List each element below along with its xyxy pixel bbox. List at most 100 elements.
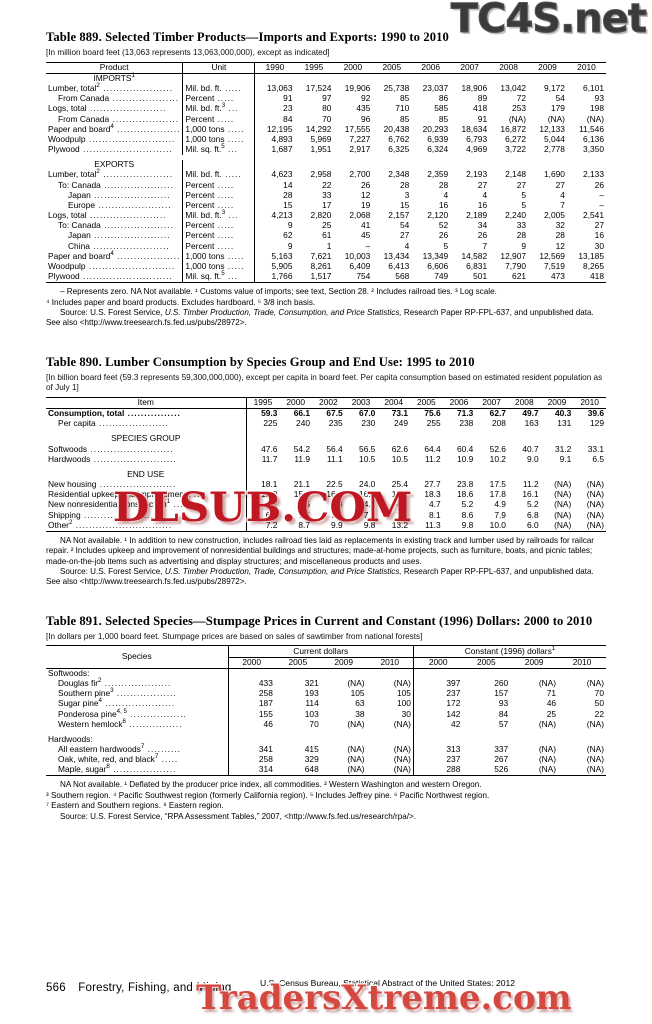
cell-value: 7.2 bbox=[245, 520, 280, 531]
cell-value: 46 bbox=[227, 719, 275, 730]
table-891-title: Table 891. Selected Species—Stumpage Pri… bbox=[46, 613, 593, 628]
cell-value: 9.9 bbox=[331, 519, 343, 530]
cell-value: 10.2 bbox=[489, 453, 506, 464]
table-row: Oak, white, red, and black7 ..... 258 329(… bbox=[58, 753, 604, 766]
table-row: Paper and board4 ................... 1,00… bbox=[48, 122, 604, 135]
group-header-current-dollars: Current dollars bbox=[227, 646, 414, 658]
cell-value: 621 bbox=[512, 271, 527, 282]
cell-value: 103 bbox=[304, 708, 319, 719]
cell-unit: Percent ..... bbox=[182, 93, 255, 105]
cell-unit: Percent ..... bbox=[182, 241, 255, 252]
cell-value: 131 bbox=[557, 418, 572, 429]
cell-value: (NA) bbox=[554, 499, 572, 510]
cell-value: 14 bbox=[254, 180, 295, 191]
cell-value: 25 bbox=[546, 708, 557, 719]
cell-value: 17.6 bbox=[391, 489, 408, 500]
cell-value: 5,969 bbox=[310, 133, 332, 144]
cell-value: 4 bbox=[443, 189, 449, 200]
table-row: Shipping .......................... 6.9 7.… bbox=[48, 509, 604, 521]
cell-value: 18.1 bbox=[245, 479, 280, 491]
cell-value: 7 bbox=[482, 240, 488, 251]
cell-value: 49.7 bbox=[522, 408, 539, 419]
cell-value: 6,939 bbox=[427, 133, 449, 144]
cell-value: 501 bbox=[473, 271, 488, 282]
cell-value: 4.9 bbox=[494, 499, 506, 510]
cell-value: 93 bbox=[594, 93, 604, 104]
cell-value: 4,623 bbox=[254, 169, 295, 181]
cell-value: 12,195 bbox=[254, 124, 295, 135]
table-row: From Canada .................... Percent … bbox=[58, 113, 604, 125]
col-header-1995: 1995 bbox=[245, 397, 280, 409]
col-header-unit: Unit bbox=[182, 62, 255, 74]
cell-value: 62 bbox=[254, 230, 295, 242]
cell-value: 9,172 bbox=[543, 83, 565, 94]
cell-value: 2,240 bbox=[505, 210, 527, 221]
cell-value: 4,213 bbox=[254, 210, 295, 222]
cell-value: 11.1 bbox=[327, 453, 343, 464]
cell-value: (NA) bbox=[586, 764, 604, 775]
page-footer: 566 Forestry, Fishing, and Mining bbox=[46, 978, 606, 996]
cell-value: (NA) bbox=[554, 489, 572, 500]
cell-value: 52 bbox=[438, 220, 449, 231]
cell-value: 2,157 bbox=[388, 210, 410, 221]
spacer-row bbox=[46, 729, 606, 735]
cell-value: 288 bbox=[412, 764, 463, 776]
cell-value: (NA) bbox=[586, 744, 604, 755]
cell-value: 2,359 bbox=[427, 169, 449, 180]
cell-value: 7.6 bbox=[298, 509, 311, 520]
cell-value: 2,068 bbox=[349, 210, 371, 221]
cell-value: 46 bbox=[546, 698, 557, 709]
cell-value: 418 bbox=[473, 103, 488, 114]
cell-value: 25.4 bbox=[391, 479, 408, 490]
cell-value: 6,409 bbox=[349, 260, 371, 271]
cell-value: 258 bbox=[227, 688, 275, 700]
cell-value: 86 bbox=[438, 93, 449, 104]
cell-value: 75.6 bbox=[424, 408, 441, 419]
col-header-con-2010: 2010 bbox=[572, 656, 592, 667]
cell-value: (NA) bbox=[586, 113, 604, 124]
cell-unit: Percent ..... bbox=[182, 220, 255, 232]
cell-value: 16,872 bbox=[500, 123, 527, 134]
cell-value: 6,762 bbox=[388, 133, 410, 144]
cell-value: 193 bbox=[304, 688, 319, 699]
col-header-2004: 2004 bbox=[384, 396, 403, 407]
cell-value: 6,606 bbox=[427, 260, 449, 271]
table-row: Woodpulp .......................... 1,000… bbox=[48, 133, 604, 145]
cell-value: 249 bbox=[394, 418, 408, 429]
section-label: EXPORTS bbox=[94, 159, 135, 170]
cell-value: 92 bbox=[361, 93, 371, 104]
cell-value: (NA) bbox=[393, 678, 411, 689]
cell-value: 5.2 bbox=[461, 499, 474, 510]
cell-value: 14,582 bbox=[461, 250, 488, 261]
cell-value: 33 bbox=[322, 189, 332, 200]
cell-value: (NA) bbox=[508, 113, 527, 124]
cell-value: 18,906 bbox=[461, 83, 488, 94]
cell-value: 16 bbox=[594, 230, 604, 241]
cell-unit: Mil. sq. ft.5 ... bbox=[182, 144, 255, 156]
cell-value: 2,541 bbox=[583, 210, 604, 221]
col-header-1990: 1990 bbox=[254, 62, 295, 74]
cell-value: 105 bbox=[396, 688, 411, 699]
cell-value: 6.5 bbox=[592, 453, 604, 464]
table-889: Product Unit 1990 1995 2000 2005 2006 20… bbox=[46, 62, 606, 283]
cell-value: 2,193 bbox=[466, 169, 488, 180]
table-row: To: Canada ..................... Percent … bbox=[58, 179, 604, 191]
group-label: Softwoods: bbox=[48, 667, 90, 678]
cell-value: 208 bbox=[491, 418, 506, 429]
cell-value: 5 bbox=[521, 199, 527, 210]
cell-value: (NA) bbox=[393, 754, 411, 765]
cell-value: 2,917 bbox=[349, 144, 371, 155]
cell-value: 9.1 bbox=[559, 453, 572, 464]
cell-value: 17 bbox=[322, 199, 332, 210]
cell-value: 5.5 bbox=[298, 499, 311, 510]
cell-value: 89 bbox=[477, 93, 488, 104]
col-header-1995: 1995 bbox=[304, 61, 324, 72]
cell-value: 41 bbox=[361, 220, 371, 231]
cell-value: 12 bbox=[361, 189, 371, 200]
cell-value: (NA) bbox=[547, 113, 565, 124]
section-header-row: SPECIES GROUP bbox=[46, 433, 606, 445]
cell-value: 96 bbox=[361, 113, 371, 124]
cell-value: 6,324 bbox=[427, 144, 449, 155]
cell-unit: Percent ..... bbox=[182, 200, 255, 211]
cell-value: 16.2 bbox=[359, 489, 376, 500]
